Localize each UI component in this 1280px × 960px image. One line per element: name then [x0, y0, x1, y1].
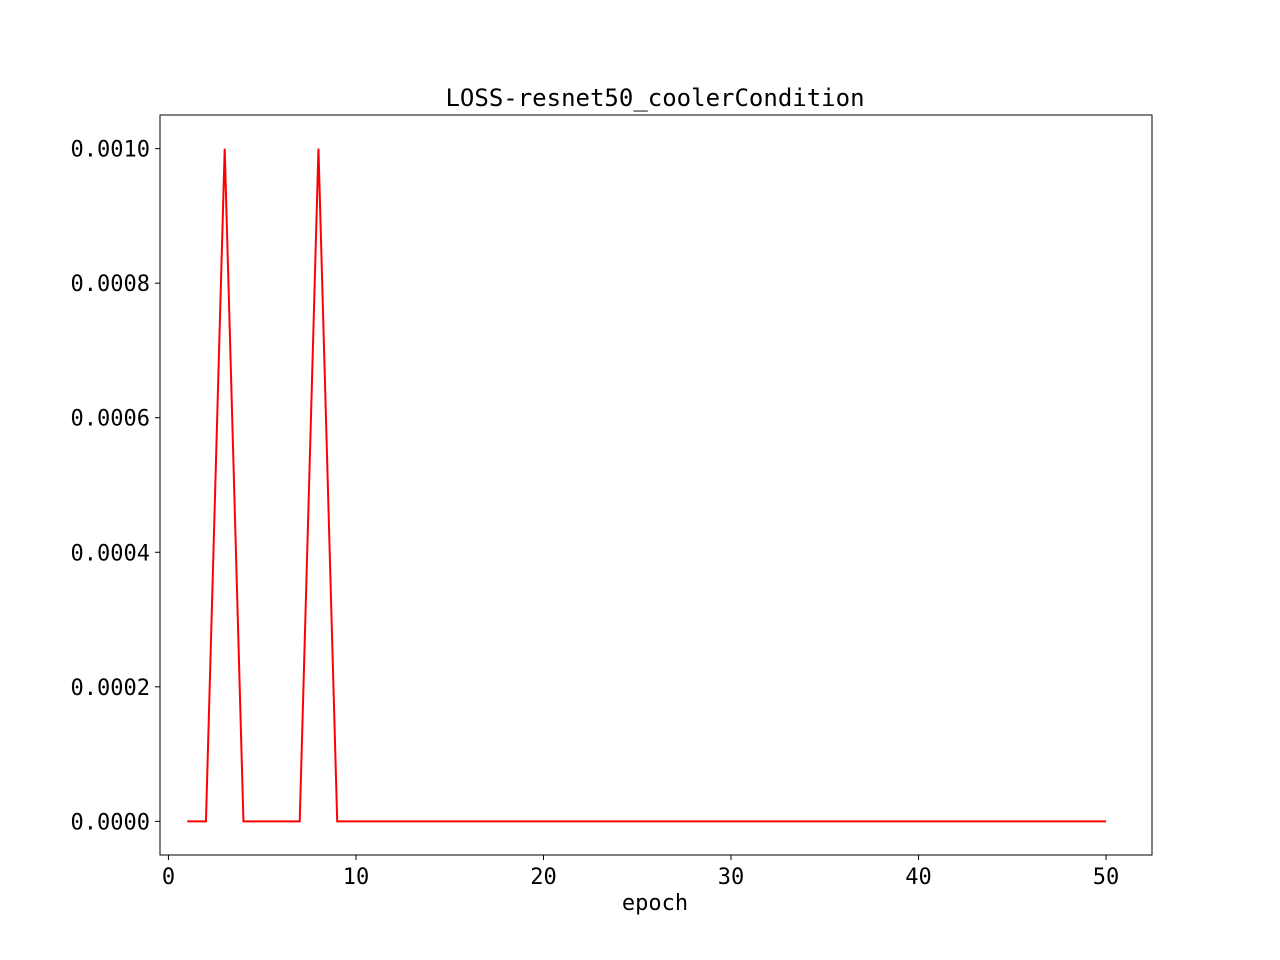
- x-axis: 0 10 20 30 40 50: [162, 855, 1119, 890]
- x-tick-label: 40: [905, 865, 932, 890]
- x-tick-label: 0: [162, 865, 175, 890]
- x-axis-label: epoch: [622, 891, 688, 916]
- chart-title: LOSS-resnet50_coolerCondition: [445, 84, 864, 112]
- y-tick-label: 0.0004: [71, 541, 150, 566]
- plot-area: [159, 114, 1153, 856]
- plot-frame: [159, 114, 1153, 856]
- x-tick-label: 20: [530, 865, 557, 890]
- y-axis: 0.0000 0.0002 0.0004 0.0006 0.0008 0.0010: [71, 138, 160, 835]
- series-layer: [187, 148, 1107, 823]
- y-tick-label: 0.0006: [71, 407, 150, 432]
- x-tick-label: 30: [718, 865, 745, 890]
- x-tick-label: 10: [343, 865, 370, 890]
- y-tick-label: 0.0010: [71, 138, 150, 163]
- loss-series-line: [187, 148, 1107, 823]
- y-tick-label: 0.0008: [71, 272, 150, 297]
- x-tick-label: 50: [1093, 865, 1120, 890]
- y-tick-label: 0.0002: [71, 676, 150, 701]
- y-tick-label: 0.0000: [71, 810, 150, 835]
